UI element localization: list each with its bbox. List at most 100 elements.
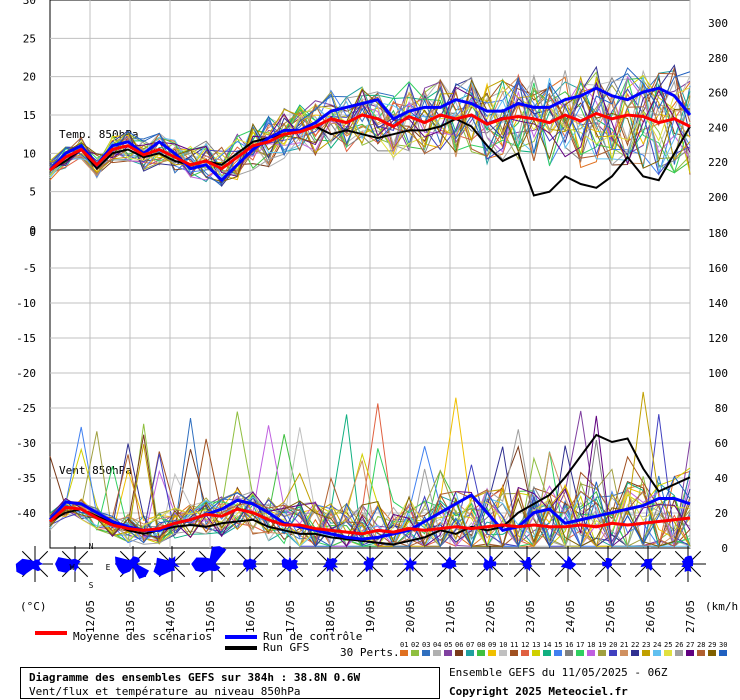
pert-color-swatch	[719, 650, 727, 656]
info-box: Diagramme des ensembles GEFS sur 384h : …	[20, 667, 440, 699]
pert-color-swatch	[433, 650, 441, 656]
pert-number: 13	[532, 641, 541, 649]
pert-number: 14	[543, 641, 552, 649]
wind-mean-line	[48, 505, 691, 536]
pert-color-swatch	[697, 650, 705, 656]
wind-rose	[392, 546, 428, 582]
pert-color-swatch	[455, 650, 463, 656]
date-label: 20/05	[404, 600, 417, 633]
wind-rose-shape	[15, 558, 44, 576]
date-label: 14/05	[164, 600, 177, 633]
date-label: 13/05	[124, 600, 137, 633]
wind-rose	[550, 546, 586, 582]
temp-pert-line	[49, 67, 691, 185]
pert-number: 06	[455, 641, 464, 649]
pert-color-swatch	[477, 650, 485, 656]
wind-right-tick: 140	[708, 297, 728, 310]
legend-mean-swatch	[35, 631, 67, 635]
date-label: 24/05	[564, 600, 577, 633]
date-label: 16/05	[244, 600, 257, 633]
date-label: 25/05	[604, 600, 617, 633]
pert-number: 04	[433, 641, 442, 649]
rose-label-w: W	[70, 563, 75, 572]
temp-pert-line	[49, 76, 691, 179]
pert-color-swatch	[609, 650, 617, 656]
wind-rose-shape	[402, 556, 417, 572]
wind-rose	[191, 546, 230, 582]
wind-right-tick: 0	[721, 542, 728, 555]
pert-number: 26	[675, 641, 684, 649]
date-label: 19/05	[364, 600, 377, 633]
legend-gfs-swatch	[225, 646, 257, 650]
temp-left-tick: 30	[23, 0, 36, 7]
wind-rose	[432, 546, 468, 582]
pert-number: 27	[686, 641, 695, 649]
temp-right-tick: 220	[708, 156, 728, 169]
pert-color-swatch	[422, 650, 430, 656]
wind-pert-line	[49, 447, 691, 548]
temp-right-tick: 260	[708, 87, 728, 100]
pert-number: 05	[444, 641, 453, 649]
temp-left-tick: 20	[23, 71, 36, 84]
pert-number: 21	[620, 641, 629, 649]
wind-rose-shape	[560, 555, 577, 570]
temp-pert-line	[49, 74, 691, 174]
run-label: Ensemble GEFS du 11/05/2025 - 06Z	[449, 666, 668, 679]
pert-color-swatch	[642, 650, 650, 656]
pert-number: 09	[488, 641, 497, 649]
pert-number: 28	[697, 641, 706, 649]
wind-right-tick: 100	[708, 367, 728, 380]
date-label: 15/05	[204, 600, 217, 633]
pert-color-swatch	[444, 650, 452, 656]
wind-right-tick: 20	[715, 507, 728, 520]
wind-left-tick: -35	[16, 472, 36, 485]
date-label: 23/05	[524, 600, 537, 633]
wind-rose	[115, 546, 151, 582]
date-label: 21/05	[444, 600, 457, 633]
legend-mean-label: Moyenne des scénarios	[73, 630, 213, 643]
pert-number: 19	[598, 641, 607, 649]
pert-number: 15	[554, 641, 563, 649]
temp-right-tick: 240	[708, 121, 728, 134]
pert-color-swatch	[466, 650, 474, 656]
wind-right-tick: 80	[715, 402, 728, 415]
pert-number: 22	[631, 641, 640, 649]
wind-rose-shape	[441, 555, 457, 569]
legend-perts-label: 30 Perts.	[340, 646, 400, 659]
legend-control-swatch	[225, 635, 257, 639]
date-label: 27/05	[684, 600, 697, 633]
pert-color-swatch	[554, 650, 562, 656]
wind-left-tick: -30	[16, 437, 36, 450]
pert-color-swatch	[400, 650, 408, 656]
temp-left-tick: 25	[23, 32, 36, 45]
legend-control-label: Run de contrôle	[263, 630, 363, 643]
pert-number: 29	[708, 641, 717, 649]
pert-color-swatch	[543, 650, 551, 656]
temp-left-tick: 5	[29, 186, 36, 199]
wind-rose-shape	[602, 557, 613, 571]
wind-left-tick: -15	[16, 332, 36, 345]
pert-color-swatch	[499, 650, 507, 656]
wind-rose-shape	[281, 556, 299, 573]
wind-left-tick: -25	[16, 402, 36, 415]
wind-rose	[15, 546, 53, 582]
wind-rose	[352, 546, 388, 582]
pert-number: 01	[400, 641, 409, 649]
pert-color-swatch	[532, 650, 540, 656]
pert-number: 24	[653, 641, 662, 649]
wind-right-tick: 160	[708, 262, 728, 275]
pert-color-swatch	[598, 650, 606, 656]
pert-number: 10	[499, 641, 508, 649]
pert-number: 23	[642, 641, 651, 649]
info-title: Diagramme des ensembles GEFS sur 384h : …	[29, 671, 361, 684]
wind-rose	[55, 546, 93, 582]
wind-pert-line	[49, 495, 691, 547]
pert-number: 16	[565, 641, 574, 649]
wind-rose-shape	[242, 557, 257, 573]
pert-number: 12	[521, 641, 530, 649]
wind-rose	[630, 546, 666, 582]
right-unit-label: (km/h)	[705, 600, 740, 613]
wind-panel-label: Vent 850hPa	[59, 464, 132, 477]
wind-rose-shape	[363, 556, 376, 573]
wind-right-tick: 60	[715, 437, 728, 450]
